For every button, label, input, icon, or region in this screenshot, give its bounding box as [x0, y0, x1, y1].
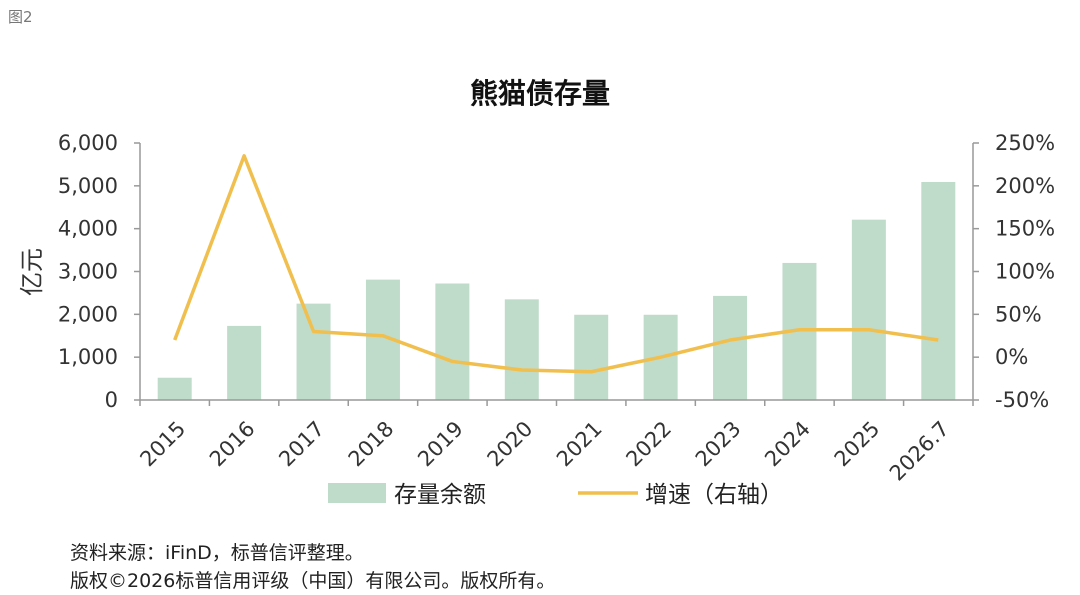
- right-tick-label: 50%: [995, 302, 1042, 326]
- right-tick-label: 200%: [995, 174, 1055, 198]
- left-tick-label: 5,000: [58, 174, 118, 198]
- legend-label-growth: 增速（右轴）: [645, 482, 783, 508]
- x-tick-label: 2015: [135, 417, 190, 472]
- chart-title: 熊猫债存量: [469, 77, 610, 110]
- left-tick-label: 0: [105, 388, 118, 412]
- x-tick-label: 2017: [274, 417, 329, 472]
- bar-2025: [851, 219, 886, 400]
- legend-label-balance: 存量余额: [394, 482, 486, 508]
- bar-2016: [227, 325, 262, 400]
- left-tick-label: 4,000: [58, 217, 118, 241]
- bar-2020: [504, 299, 539, 400]
- left-tick-label: 3,000: [58, 260, 118, 284]
- right-tick-label: 250%: [995, 131, 1055, 155]
- left-tick-label: 2,000: [58, 302, 118, 326]
- bar-2017: [296, 303, 331, 400]
- left-tick-label: 1,000: [58, 345, 118, 369]
- growth-line: [173, 154, 939, 374]
- right-tick-label: -50%: [995, 388, 1049, 412]
- x-tick-label: 2024: [760, 417, 815, 472]
- x-tick-label: 2022: [621, 417, 676, 472]
- right-tick-label: 150%: [995, 217, 1055, 241]
- right-tick-label: 0%: [995, 345, 1028, 369]
- copyright-note: 版权©2026标普信用评级（中国）有限公司。版权所有。: [70, 570, 556, 592]
- figure-label: 图2: [8, 8, 33, 26]
- x-tick-label: 2023: [691, 417, 746, 472]
- left-tick-label: 6,000: [58, 131, 118, 155]
- x-tick-label: 2026.7: [885, 417, 954, 486]
- x-tick-label: 2021: [552, 417, 607, 472]
- bar-2026.7: [921, 181, 956, 400]
- source-note: 资料来源：iFinD，标普信评整理。: [70, 542, 364, 564]
- legend-swatch-balance: [328, 483, 386, 503]
- x-tick-label: 2025: [830, 417, 885, 472]
- x-tick-label: 2018: [344, 417, 399, 472]
- x-tick-label: 2016: [205, 417, 260, 472]
- x-tick-label: 2019: [413, 417, 468, 472]
- right-tick-label: 100%: [995, 260, 1055, 284]
- bar-2019: [435, 283, 470, 400]
- bar-2023: [713, 295, 748, 400]
- bar-2021: [574, 314, 609, 400]
- x-tick-label: 2020: [483, 417, 538, 472]
- bar-2015: [157, 377, 192, 400]
- y-axis-label: 亿元: [18, 248, 46, 296]
